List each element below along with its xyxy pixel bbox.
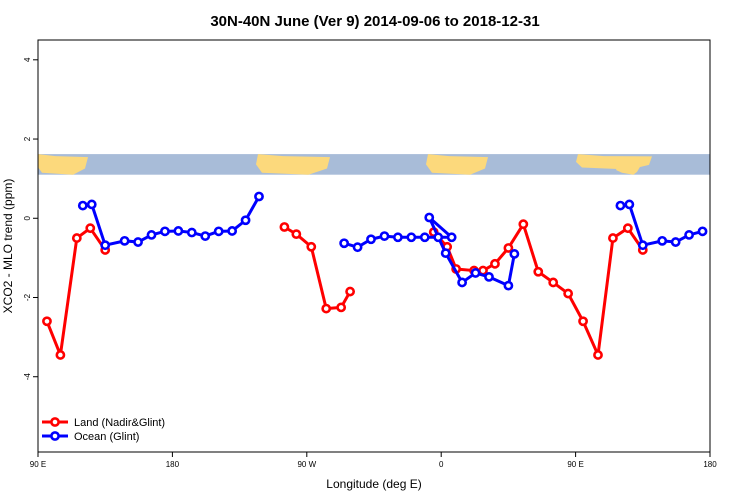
series-0-point-2-13 — [608, 233, 618, 243]
map-land-1 — [256, 154, 330, 175]
x-tick-label-2: 90 W — [297, 460, 316, 469]
series-1-point-1-8 — [446, 232, 457, 243]
series-0-line-2 — [432, 222, 645, 357]
series-1-point-0-8 — [186, 227, 197, 238]
x-axis: 90 E 180 90 W 0 90 E 180 — [30, 452, 717, 469]
series-1-point-2-0 — [615, 200, 626, 211]
series-1-point-1-3 — [379, 231, 390, 241]
series-1-line-1 — [343, 215, 516, 288]
series-1-point-1-9 — [424, 212, 435, 223]
series-1-point-0-9 — [200, 231, 211, 241]
series-1-point-1-7 — [433, 232, 444, 243]
x-tick-label-5: 180 — [703, 460, 717, 469]
legend-swatch-point-1 — [50, 431, 60, 441]
series-1-point-2-3 — [657, 235, 668, 246]
series-0-point-1-4 — [336, 302, 347, 313]
map-land-0 — [38, 154, 88, 175]
legend-label-1: Ocean (Glint) — [74, 431, 139, 443]
series-1-point-1-5 — [406, 232, 417, 243]
map-land-3 — [576, 154, 652, 170]
series-0-point-1-0 — [279, 222, 290, 232]
series-0-line-0 — [45, 226, 107, 357]
y-tick-label-3: 2 — [23, 136, 32, 141]
series-0-point-1-1 — [291, 229, 302, 240]
series-1-point-2-2 — [637, 240, 648, 251]
series-1-point-0-11 — [227, 226, 238, 236]
series-1-point-0-10 — [213, 226, 224, 237]
series-0-point-1-2 — [306, 241, 317, 252]
map-land-2 — [426, 154, 488, 175]
series-1-point-0-13 — [254, 191, 264, 202]
y-axis: -4 -2 0 2 4 — [23, 57, 38, 380]
series-0-point-0-0 — [42, 316, 52, 327]
x-tick-label-1: 180 — [166, 460, 180, 469]
series-1-point-0-2 — [100, 240, 111, 251]
series-1-point-1-12 — [470, 268, 481, 278]
series-0-line-1 — [283, 225, 352, 311]
series-0-point-2-10 — [563, 288, 574, 299]
series-1-point-1-10 — [440, 248, 451, 259]
series-1-point-2-5 — [684, 230, 694, 240]
series-1-point-2-1 — [624, 199, 635, 210]
x-axis-label: Longitude (deg E) — [326, 477, 421, 491]
x-tick-label-0: 90 E — [30, 460, 46, 469]
series-1-point-1-0 — [339, 238, 350, 249]
y-tick-label-0: -4 — [23, 373, 32, 381]
map-ocean — [38, 154, 710, 175]
plot-frame — [37, 39, 711, 453]
chart-title: 30N-40N June (Ver 9) 2014-09-06 to 2018-… — [210, 13, 539, 30]
series-0-point-2-5 — [490, 258, 500, 269]
series-1-point-2-6 — [697, 226, 708, 237]
series-0-point-1-5 — [345, 286, 356, 297]
legend-swatch-point-0 — [50, 417, 60, 427]
series-1-point-0-1 — [86, 199, 97, 210]
legend-label-0: Land (Nadir&Glint) — [74, 417, 165, 429]
series-0-point-2-7 — [518, 219, 529, 230]
series-0-point-0-3 — [85, 223, 96, 234]
series-0-point-2-11 — [578, 316, 588, 327]
series-1-point-1-4 — [392, 232, 403, 243]
y-tick-label-4: 4 — [23, 57, 32, 62]
series-0-point-2-6 — [503, 243, 514, 253]
series-0-point-0-1 — [55, 350, 66, 360]
series-1-point-0-6 — [160, 226, 170, 237]
y-axis-label: XCO2 - MLO trend (ppm) — [1, 179, 15, 314]
series-0-point-2-12 — [593, 350, 603, 360]
series-1-point-0-12 — [240, 215, 251, 226]
series-1-point-1-6 — [419, 232, 430, 243]
legend: Land (Nadir&Glint) Ocean (Glint) — [42, 417, 165, 443]
series-1-point-2-4 — [670, 237, 681, 247]
series-0-point-2-9 — [548, 277, 559, 288]
series-0-point-0-2 — [71, 233, 82, 243]
x-tick-label-3: 0 — [439, 460, 444, 469]
series-layer — [42, 191, 708, 360]
series-1-point-0-4 — [133, 237, 143, 247]
series-1-point-1-2 — [366, 234, 376, 245]
world-map-strip — [38, 154, 710, 175]
series-0-point-2-14 — [622, 223, 633, 234]
map-land-4 — [616, 165, 640, 175]
series-1-point-1-14 — [503, 280, 514, 291]
series-1-point-0-7 — [173, 226, 184, 236]
series-1-point-1-15 — [509, 249, 520, 259]
series-0-point-1-3 — [321, 303, 332, 314]
series-1-point-1-11 — [457, 277, 468, 288]
series-1-point-1-1 — [352, 242, 363, 253]
series-1-point-0-0 — [77, 200, 88, 211]
y-tick-label-2: 0 — [23, 215, 32, 220]
y-tick-label-1: -2 — [23, 293, 32, 301]
series-1-point-1-13 — [484, 271, 494, 282]
series-1-point-0-3 — [119, 235, 130, 246]
series-1-line-0 — [82, 195, 261, 247]
x-tick-label-4: 90 E — [567, 460, 583, 469]
series-0-point-2-8 — [533, 266, 544, 277]
series-1-point-0-5 — [146, 230, 157, 240]
